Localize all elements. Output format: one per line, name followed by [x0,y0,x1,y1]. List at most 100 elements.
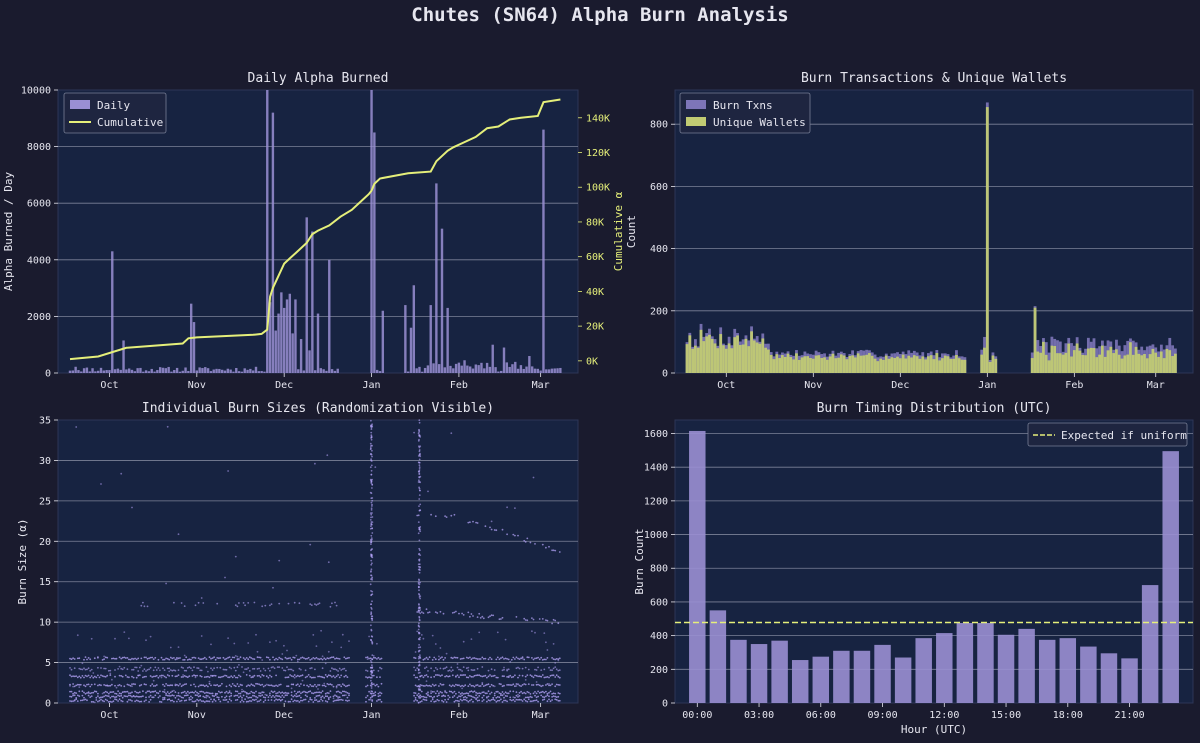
wallet-bar [932,359,936,373]
scatter-point [236,605,239,608]
daily-bar [308,350,311,373]
scatter-point [124,691,127,693]
scatter-point [331,667,333,670]
scatter-point [129,658,132,661]
scatter-point [159,700,161,703]
scatter-point [340,674,343,677]
daily-bar [254,366,258,373]
scatter-point [137,692,140,694]
scatter-point [210,657,212,660]
scatter-point [109,672,112,675]
daily-bar [240,371,244,373]
scatter-point [241,684,243,687]
scatter-point [493,692,496,695]
scatter-point [551,693,553,695]
scatter-point [535,683,538,686]
scatter-point [180,666,183,669]
scatter-point [473,690,476,693]
wallet-bar [1165,348,1169,373]
scatter-point [343,690,346,693]
scatter-point [548,695,550,698]
scatter-point [191,675,194,677]
scatter-point [365,685,367,688]
scatter-point [507,692,510,695]
scatter-point [98,683,101,686]
scatter-point [543,658,546,661]
y2-tick-label: 20K [586,322,604,333]
scatter-point [555,698,558,701]
scatter-point [370,513,373,516]
scatter-point [126,683,129,686]
scatter-point [495,676,498,679]
scatter-point [503,684,505,687]
scatter-point [479,685,482,687]
scatter-point [132,658,135,660]
scatter-point [224,691,226,694]
y-tick-label: 400 [650,244,668,255]
scatter-point [417,624,420,627]
scatter-point [461,687,463,690]
scatter-point [418,589,420,592]
scatter-point [225,695,228,698]
scatter-point [370,507,373,510]
scatter-point [87,667,90,670]
daily-bar [85,367,89,373]
scatter-point [304,694,307,697]
scatter-point [545,695,547,698]
scatter-point [154,690,157,692]
scatter-point [418,649,420,652]
scatter-point [185,675,188,678]
scatter-point [168,695,171,697]
scatter-point [253,685,256,687]
wallet-bar [1039,352,1043,373]
wallet-bar [1115,349,1118,373]
y-tick-label: 5 [45,658,51,669]
scatter-point [140,684,143,686]
scatter-point [555,658,558,660]
scatter-point [166,684,169,687]
scatter-point [371,658,374,661]
scatter-point [450,432,453,435]
scatter-point [281,698,284,701]
scatter-point [458,676,460,679]
scatter-point [107,669,110,672]
scatter-point [103,691,105,694]
scatter-point [370,594,372,597]
scatter-point [368,676,370,678]
scatter-point [283,692,285,695]
wallet-bar [1120,358,1124,373]
scatter-point [341,694,344,697]
scatter-point [127,699,130,701]
scatter-point [115,696,118,698]
wallet-bar [803,356,807,373]
scatter-point [279,657,282,660]
scatter-point [86,668,88,671]
scatter-point [253,601,256,604]
scatter-point [286,694,288,697]
scatter-point [422,685,425,687]
daily-bar [415,368,418,373]
wallet-bar [1117,354,1121,373]
scatter-point [213,695,216,698]
scatter-point [338,676,341,679]
scatter-point [416,676,419,679]
scatter-point [287,700,290,703]
scatter-point [287,676,290,679]
scatter-point [205,676,208,678]
scatter-point [430,676,432,679]
scatter-point [413,692,415,694]
scatter-point [425,666,428,668]
scatter-point [493,694,496,697]
scatter-point [444,698,446,701]
scatter-point [521,667,524,670]
chart-sizes: Individual Burn Sizes (Randomization Vis… [16,401,579,721]
scatter-point [165,657,168,660]
scatter-point [177,657,180,660]
scatter-point [555,674,558,677]
daily-bar [80,371,83,373]
scatter-point [275,692,277,695]
scatter-point [121,700,124,703]
wallet-bar [924,359,927,373]
scatter-point [70,700,73,703]
scatter-point [514,534,516,537]
